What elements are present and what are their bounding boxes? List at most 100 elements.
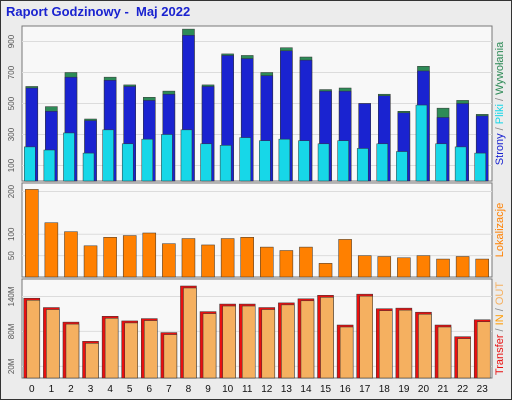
pliki-bar xyxy=(24,146,36,182)
y-tick-label: 900 xyxy=(7,34,16,48)
y-tick-label: 20M xyxy=(7,358,16,374)
out-bar xyxy=(202,313,217,379)
pliki-bar xyxy=(356,148,369,182)
pliki-bar xyxy=(121,143,134,182)
x-tick-label: 23 xyxy=(477,384,489,395)
out-bar xyxy=(320,297,334,379)
lokalizacje-bar xyxy=(475,258,489,278)
lokalizacje-bar xyxy=(338,239,352,278)
side-label-strony: Strony xyxy=(494,133,506,165)
lokalizacje-bar xyxy=(181,238,196,278)
y-tick-label: 200 xyxy=(7,184,16,198)
side-label-in: IN xyxy=(494,314,506,325)
side-label-sep: / xyxy=(494,305,506,314)
side-label-pliki: Pliki xyxy=(494,104,506,124)
x-tick-label: 1 xyxy=(49,384,55,395)
out-bar xyxy=(144,320,158,379)
y-tick-label: 50 xyxy=(7,251,16,260)
x-tick-label: 9 xyxy=(205,384,211,395)
out-bar xyxy=(300,300,315,379)
y-tick-label: 100 xyxy=(7,227,16,241)
pliki-bar xyxy=(259,140,271,182)
x-tick-label: 21 xyxy=(437,384,449,395)
lokalizacje-bar xyxy=(201,244,215,278)
x-tick-label: 19 xyxy=(398,384,410,395)
x-tick-label: 17 xyxy=(359,384,371,395)
pliki-bar xyxy=(298,140,310,182)
x-tick-label: 11 xyxy=(242,384,253,395)
lokalizacje-bar xyxy=(436,258,450,278)
x-tick-label: 16 xyxy=(340,384,352,395)
x-tick-label: 10 xyxy=(222,384,234,395)
x-tick-label: 12 xyxy=(261,384,273,395)
pliki-bar xyxy=(415,104,428,182)
lokalizacje-bar xyxy=(220,238,235,278)
x-tick-label: 22 xyxy=(457,384,469,395)
out-bar xyxy=(104,318,119,379)
out-bar xyxy=(241,305,256,379)
side-label-sep: / xyxy=(494,124,506,133)
x-tick-label: 3 xyxy=(88,384,94,395)
pliki-bar xyxy=(337,140,349,182)
lokalizacje-bar xyxy=(240,237,254,278)
lokalizacje-bar xyxy=(318,263,333,278)
series-side-label: Strony / Pliki / Wywołania xyxy=(494,41,506,165)
x-tick-label: 4 xyxy=(107,384,113,395)
pliki-bar xyxy=(63,132,75,182)
lokalizacje-bar xyxy=(260,246,274,278)
y-tick-label: 80M xyxy=(7,323,16,339)
out-bar xyxy=(457,338,471,379)
side-label-sep: / xyxy=(494,95,506,104)
lokalizacje-bar xyxy=(122,235,137,278)
pliki-bar xyxy=(376,143,389,182)
plot-pane xyxy=(21,278,493,379)
pliki-bar xyxy=(141,138,154,182)
x-tick-label: 8 xyxy=(186,384,192,395)
lokalizacje-bar xyxy=(357,255,372,278)
out-bar xyxy=(46,309,60,379)
x-tick-label: 2 xyxy=(68,384,74,395)
lokalizacje-bar xyxy=(397,257,411,278)
x-tick-label: 20 xyxy=(418,384,430,395)
lokalizacje-bar xyxy=(455,256,470,278)
x-tick-label: 14 xyxy=(300,384,312,395)
out-bar xyxy=(183,287,197,379)
side-label-wywolania: Wywołania xyxy=(494,41,506,95)
lokalizacje-bar xyxy=(142,232,157,278)
side-label-out: OUT xyxy=(494,282,506,306)
out-bar xyxy=(222,305,236,379)
lokalizacje-bar xyxy=(299,246,313,278)
out-bar xyxy=(379,310,393,379)
out-bar xyxy=(476,321,491,379)
chart-title: Raport Godzinowy - Maj 2022 xyxy=(6,4,191,19)
pliki-bar xyxy=(278,138,291,182)
lokalizacje-bar xyxy=(162,243,176,278)
pliki-bar xyxy=(43,149,56,182)
pliki-bar xyxy=(396,151,408,182)
y-tick-label: 500 xyxy=(7,96,16,110)
out-bar xyxy=(124,322,138,379)
x-tick-label: 15 xyxy=(320,384,332,395)
pliki-bar xyxy=(317,143,330,182)
lokalizacje-bar xyxy=(279,250,294,278)
pliki-bar xyxy=(474,152,486,182)
pliki-bar xyxy=(219,145,232,182)
x-tick-label: 13 xyxy=(281,384,293,395)
pliki-bar xyxy=(82,152,95,182)
series-side-label: Transfer / IN / OUT xyxy=(494,282,506,375)
x-tick-label: 6 xyxy=(147,384,153,395)
pliki-bar xyxy=(454,146,467,182)
plot-pane xyxy=(21,182,493,278)
pliki-bar xyxy=(239,137,251,182)
y-tick-label: 140M xyxy=(7,286,16,306)
side-label-lokalizacje: Lokalizacje xyxy=(494,203,506,257)
series-side-label: Lokalizacje xyxy=(494,203,506,257)
side-label-sep: / xyxy=(494,325,506,334)
x-tick-label: 0 xyxy=(29,384,35,395)
pliki-bar xyxy=(102,129,114,182)
lokalizacje-bar xyxy=(44,222,59,278)
lokalizacje-bar xyxy=(103,237,117,278)
pliki-bar xyxy=(161,134,173,182)
y-tick-label: 300 xyxy=(7,127,16,141)
